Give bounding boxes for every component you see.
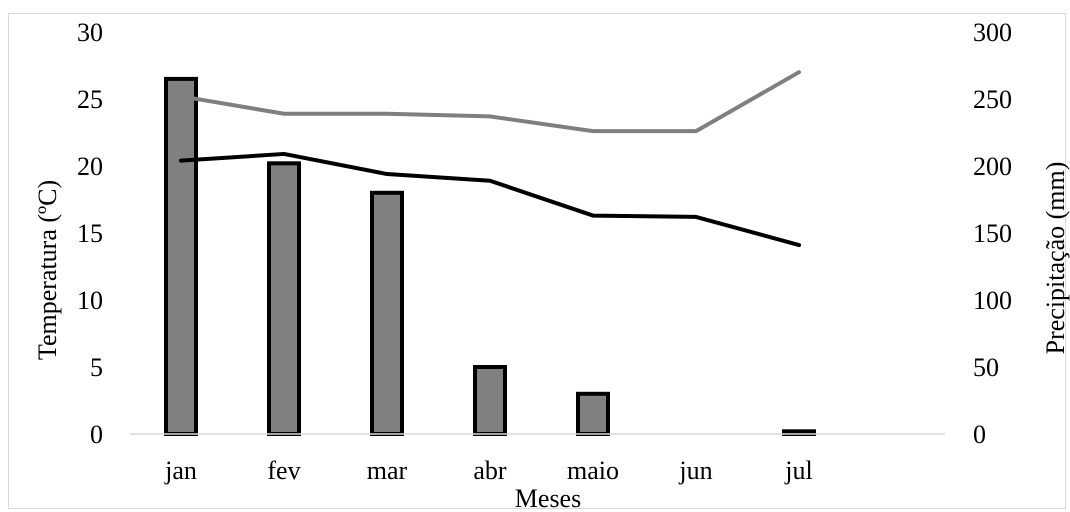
- y-tick-label: 25: [77, 85, 103, 114]
- plot-area: [164, 70, 816, 437]
- y2-tick-label: 150: [973, 219, 1012, 248]
- y2-tick-label: 250: [973, 85, 1012, 114]
- x-tick-label: mar: [367, 456, 408, 485]
- y2-tick-label: 50: [973, 353, 999, 382]
- y2-tick-label: 100: [973, 286, 1012, 315]
- precipitation-bar: [164, 76, 198, 437]
- y-axis-title: Temperatura (ºC): [33, 180, 62, 360]
- temperature-line-gray: [179, 70, 801, 134]
- x-tick-label: abr: [473, 456, 507, 485]
- y2-tick-label: 0: [973, 420, 986, 449]
- y-tick-label: 0: [90, 420, 103, 449]
- y2-tick-label: 200: [973, 152, 1012, 181]
- precipitation-bar: [267, 161, 301, 436]
- x-tick-label: maio: [567, 456, 619, 485]
- x-axis-title: Meses: [515, 484, 581, 512]
- y2-axis-title: Precipitação (mm): [1041, 162, 1070, 355]
- x-tick-label: jan: [164, 456, 197, 485]
- precipitation-bar: [576, 391, 610, 436]
- y2-tick-label: 300: [973, 18, 1012, 47]
- y-tick-label: 15: [77, 219, 103, 248]
- precipitation-bar: [370, 190, 404, 436]
- y-tick-label: 10: [77, 286, 103, 315]
- temperature-line-black: [179, 151, 801, 248]
- x-tick-label: jul: [784, 456, 812, 485]
- precipitation-bar: [473, 365, 507, 436]
- x-tick-label: fev: [267, 456, 300, 485]
- x-tick-label: jun: [678, 456, 712, 485]
- y-tick-label: 30: [77, 18, 103, 47]
- y-tick-label: 20: [77, 152, 103, 181]
- y-tick-label: 5: [90, 353, 103, 382]
